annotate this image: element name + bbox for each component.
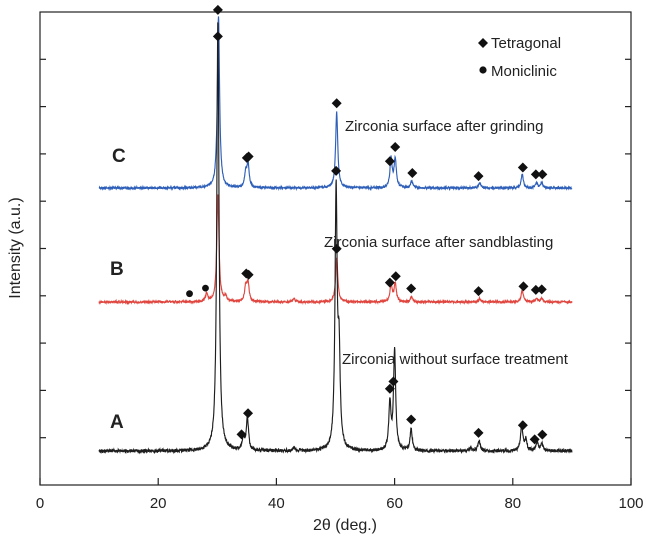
x-tick-label: 60 [386,495,403,512]
x-tick-label: 100 [618,495,643,512]
tetragonal-marker [537,169,548,180]
y-axis-title: Intensity (a.u.) [7,197,24,298]
tetragonal-marker [536,284,547,295]
tetragonal-marker [390,271,401,282]
tetragonal-marker [388,376,399,387]
series-annotation-a: Zirconia without surface treatment [342,351,569,368]
legend: Tetragonal Moniclinic [478,35,561,80]
monoclinic-marker [202,284,209,292]
tetragonal-marker [473,171,484,182]
tetragonal-marker [384,383,395,394]
x-tick-label: 0 [36,495,44,512]
series-letter-c: C [112,146,126,167]
tetragonal-marker [236,429,247,440]
series-letter-a: A [110,412,124,433]
tetragonal-marker [407,167,418,178]
tetragonal-marker [243,408,254,419]
tetragonal-marker [518,281,529,292]
tetragonal-marker [517,420,528,431]
tetragonal-marker [212,31,223,42]
series-annotation-c: Zirconia surface after grinding [345,118,543,135]
tetragonal-marker [390,142,401,153]
x-axis: 0 20 40 60 80 100 [36,478,644,512]
series-annotation-b: Zirconia surface after sandblasting [324,234,553,251]
tetragonal-marker [530,169,541,180]
tetragonal-marker [473,286,484,297]
x-axis-title: 2θ (deg.) [313,517,377,534]
tetragonal-marker [384,156,395,167]
x-tick-label: 40 [268,495,285,512]
phase-markers [186,4,548,445]
series-line-a [98,22,573,455]
series-labels: C Zirconia surface after grinding B Zirconi… [110,118,569,433]
tetragonal-marker [529,434,540,445]
tetragonal-marker [243,151,254,162]
legend-monoclinic-label: Moniclinic [491,63,557,80]
tetragonal-marker [331,98,342,109]
x-tick-label: 80 [504,495,521,512]
monoclinic-marker [186,290,193,298]
tetragonal-marker [406,283,417,294]
tetragonal-marker [406,414,417,425]
x-tick-label: 20 [150,495,167,512]
tetragonal-marker [243,269,254,280]
series-line-c [98,16,573,192]
tetragonal-marker [331,243,342,254]
series-letter-b: B [110,259,124,280]
tetragonal-marker [530,284,541,295]
tetragonal-marker [537,429,548,440]
series-layer [98,16,573,455]
tetragonal-marker [384,277,395,288]
legend-tetragonal-label: Tetragonal [491,35,561,52]
tetragonal-marker [212,4,223,15]
tetragonal-marker [517,162,528,173]
y-axis [40,58,631,439]
tetragonal-marker [473,427,484,438]
legend-diamond-icon [478,38,488,48]
legend-circle-icon [479,66,487,74]
tetragonal-marker [331,165,342,176]
